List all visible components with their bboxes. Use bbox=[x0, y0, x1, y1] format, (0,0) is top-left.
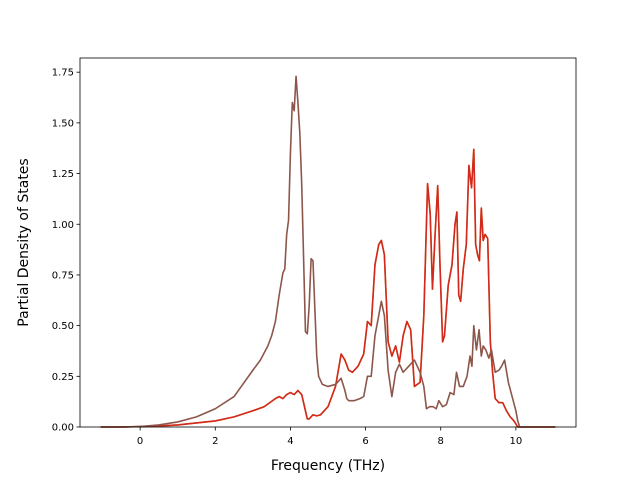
x-tick-label: 4 bbox=[287, 436, 293, 447]
y-tick-label: 1.50 bbox=[52, 118, 74, 129]
y-axis: 0.00 0.25 0.50 0.75 1.00 1.25 1.50 1.75 bbox=[52, 68, 80, 434]
plot-frame bbox=[79, 57, 577, 428]
y-tick-label: 1.25 bbox=[52, 169, 74, 180]
y-tick-label: 0.75 bbox=[52, 270, 74, 281]
x-tick-label: 8 bbox=[438, 436, 444, 447]
series-line-1 bbox=[100, 148, 556, 428]
x-tick-label: 0 bbox=[137, 436, 143, 447]
x-tick-label: 10 bbox=[510, 436, 523, 447]
y-tick-label: 0.00 bbox=[52, 423, 74, 434]
y-tick-label: 0.25 bbox=[52, 372, 74, 383]
x-axis: 0 2 4 6 8 10 bbox=[137, 427, 522, 447]
y-tick-label: 1.00 bbox=[52, 220, 74, 231]
series-line-3 bbox=[100, 75, 556, 428]
y-tick-label: 0.50 bbox=[52, 321, 74, 332]
series-line-2 bbox=[100, 148, 556, 428]
x-tick-label: 6 bbox=[362, 436, 368, 447]
x-axis-label: Frequency (THz) bbox=[271, 458, 385, 474]
x-tick-label: 2 bbox=[212, 436, 218, 447]
series-layer bbox=[100, 75, 556, 428]
y-axis-label: Partial Density of States bbox=[16, 158, 32, 326]
y-tick-label: 1.75 bbox=[52, 68, 74, 79]
